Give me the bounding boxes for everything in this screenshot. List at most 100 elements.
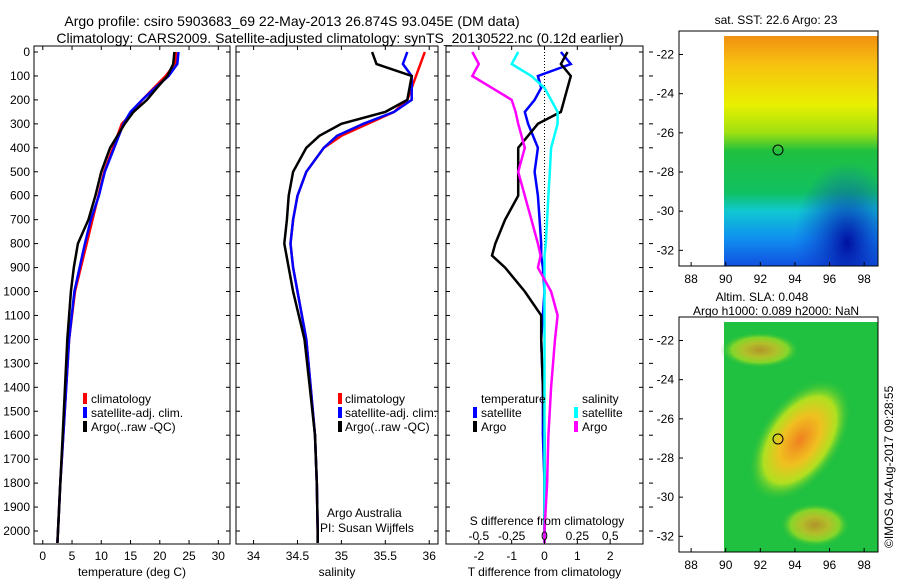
x-tick-label: 34.5 [286,549,310,563]
temperature-panel: 0 5 10 15 20 25 30 temperature (deg C) 0 100 200 30… [3,45,231,579]
map-lat-label: -32 [657,243,675,257]
sla-map: Altim. SLA: 0.048 Argo h1000: 0.089 h200… [657,290,879,572]
y-tick-label: 1300 [3,356,30,370]
legend-label: Argo(..raw -QC) [91,420,176,434]
x-tick-label: 15 [124,549,138,563]
y-tick-label: 1500 [3,404,30,418]
credit-pi: PI: Susan Wijffels [320,521,414,535]
x2-tick-label: 0.5 [602,529,619,543]
legend-swatch-argo [338,421,342,432]
sla-map-subtitle: Argo h1000: 0.089 h2000: NaN [693,304,859,318]
map-lat-label: -22 [657,48,675,62]
salinity-panel: 34 34.5 35 35.5 36 salinity [235,45,439,579]
y-tick-label: 100 [10,69,30,83]
sla-map-frame [678,316,879,553]
legend-swatch-s-satellite [574,407,578,418]
legend-swatch-s-argo [574,421,578,432]
y-tick-label: 400 [10,141,30,155]
legend-label: satellite-adj. clim. [91,406,183,420]
map-lon-label: 96 [823,272,837,286]
legend-label: satellite [481,406,522,420]
series-satellite-adj-clim- [56,51,180,544]
x-tick-label: 2 [607,549,614,563]
y-tick-label: 200 [10,93,30,107]
legend-swatch-satellite [338,407,342,418]
y-tick-label: 0 [23,45,30,59]
map-lat-label: -32 [657,529,675,543]
series-climatology [56,51,178,544]
sst-heatmap-cold-patch [724,36,878,266]
difference-legend: temperature satellite Argo salinity sate… [470,392,625,528]
x-tick-label: 0 [541,549,548,563]
sst-map-title: sat. SST: 22.6 Argo: 23 [715,13,838,27]
y-tick-label: 1800 [3,476,30,490]
x-tick-label: 34 [247,549,261,563]
y-tick-label: 300 [10,117,30,131]
map-lat-label: -22 [657,334,675,348]
map-lon-label: 90 [719,558,733,572]
series-s-argo [470,51,559,543]
x-tick-label: 36 [423,549,437,563]
map-lat-label: -24 [657,373,675,387]
salinity-legend: climatology satellite-adj. clim. Argo(..… [320,392,437,535]
map-lon-label: 98 [857,272,871,286]
x-tick-label: 25 [182,549,196,563]
argo-position-marker [772,433,784,445]
y-tick-label: 600 [10,189,30,203]
map-lon-label: 92 [754,272,768,286]
map-lat-label: -26 [657,126,675,140]
x-tick-label: 0 [39,549,46,563]
legend-title-salinity: salinity [582,392,619,406]
map-lon-label: 90 [719,272,733,286]
y-tick-label: 1700 [3,452,30,466]
x-tick-label: 5 [69,549,76,563]
x-axis-label: temperature (deg C) [78,565,186,579]
legend-label: satellite [582,406,623,420]
legend-swatch-argo [83,421,87,432]
map-lat-label: -30 [657,204,675,218]
argo-position-marker [772,144,784,156]
y-tick-label: 1100 [4,308,30,322]
y-tick-label: 2000 [3,524,30,538]
y-tick-label: 1000 [3,285,30,299]
x2-axis-label: S difference from climatology [470,514,625,528]
x-tick-label: 30 [212,549,226,563]
sla-high-anomaly [748,378,852,502]
map-lon-label: 88 [684,558,698,572]
legend-swatch-satellite [83,407,87,418]
legend-swatch-t-argo [473,421,477,432]
sst-map: sat. SST: 22.6 Argo: 23 88 90 92 94 96 98 -22 -… [657,13,879,286]
map-lat-label: -28 [657,165,675,179]
legend-label: climatology [91,392,151,406]
x2-tick-label: 0 [541,529,548,543]
map-lon-label: 98 [857,558,871,572]
x-tick-label: 35 [335,549,349,563]
sla-map-title: Altim. SLA: 0.048 [716,290,809,304]
y-tick-label: 1400 [3,380,30,394]
map-lat-label: -26 [657,412,675,426]
plot-frame [33,45,231,545]
series-satellite-adj-clim- [289,51,413,543]
x2-tick-label: -0.25 [498,529,526,543]
temperature-legend: climatology satellite-adj. clim. Argo(..… [83,392,183,434]
x-tick-label: 10 [95,549,109,563]
legend-swatch-climatology [83,393,87,404]
figure-title-line1: Argo profile: csiro 5903683_69 22-May-20… [64,13,519,29]
y-tick-label: 800 [10,237,30,251]
map-lon-label: 92 [754,558,768,572]
figure-title-line2: Climatology: CARS2009. Satellite-adjuste… [56,30,623,46]
map-lon-label: 88 [684,272,698,286]
x-tick-label: -2 [473,549,484,563]
legend-swatch-t-satellite [473,407,477,418]
sla-anomaly-north [720,332,800,368]
map-lon-label: 94 [788,272,802,286]
legend-label: climatology [345,392,405,406]
sst-map-frame [678,30,879,267]
x2-tick-label: 0.25 [566,529,590,543]
x-axis-label: T difference from climatology [468,565,622,579]
series-argo-raw-qc- [56,51,176,544]
legend-label: Argo [582,420,608,434]
map-lon-label: 94 [788,558,802,572]
y-tick-label: 1200 [3,332,30,346]
